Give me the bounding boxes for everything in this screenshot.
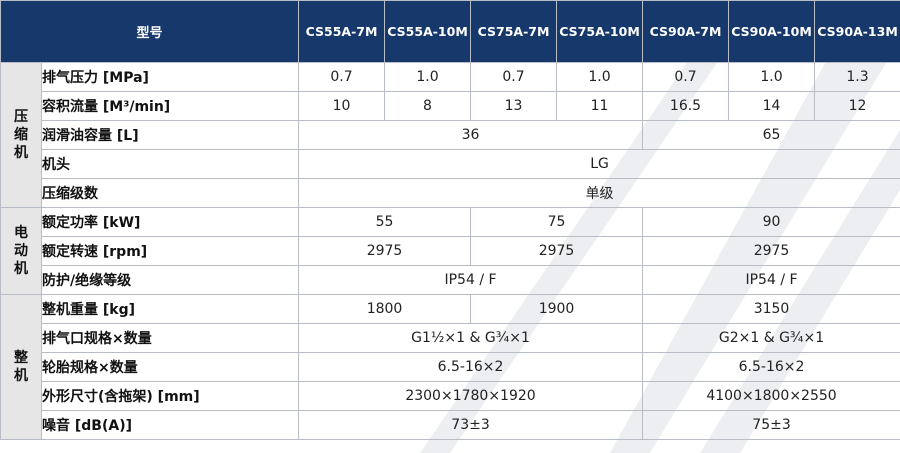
value-cell: 36 (298, 120, 644, 150)
value-cell: 16.5 (642, 91, 730, 121)
model-cs90a-13m: CS90A-13M (814, 0, 900, 63)
value-cell: 73±3 (298, 410, 644, 440)
row-dimensions: 外形尺寸(含拖架) [mm] 2300×1780×1920 4100×1800×… (1, 381, 900, 411)
row-rated-power: 电动机 额定功率 [kW] 55 75 90 (0, 207, 900, 295)
value-cell: 0.7 (298, 62, 386, 92)
label-exhaust-pressure: 排气压力 [MPa] (40, 62, 300, 92)
row-volume-flow: 容积流量 [M³/min] 10 8 13 11 16.5 14 12 (1, 91, 900, 121)
value-cell: 13 (470, 91, 558, 121)
value-cell: 3150 (642, 294, 900, 324)
value-cell: 6.5-16×2 (298, 352, 644, 382)
row-outlet: 排气口规格×数量 G1½×1 & G¾×1 G2×1 & G¾×1 (1, 323, 900, 353)
value-cell: 1.0 (556, 62, 644, 92)
model-cs75a-10m: CS75A-10M (556, 0, 644, 63)
label-rated-speed: 额定转速 [rpm] (40, 236, 300, 266)
row-tire: 轮胎规格×数量 6.5-16×2 6.5-16×2 (1, 352, 900, 382)
value-cell: 55 (298, 207, 472, 237)
value-cell: 1.0 (728, 62, 816, 92)
label-protection: 防护/绝缘等级 (40, 265, 300, 295)
value-cell: 0.7 (470, 62, 558, 92)
spec-table: 型号 CS55A-7M CS55A-10M CS75A-7M CS75A-10M… (0, 0, 900, 440)
model-cs90a-7m: CS90A-7M (642, 0, 730, 63)
label-weight: 整机重量 [kg] (40, 294, 300, 324)
row-protection: 防护/绝缘等级 IP54 / F IP54 / F (1, 265, 900, 295)
label-airend: 机头 (40, 149, 300, 179)
value-cell: 2300×1780×1920 (298, 381, 644, 411)
value-cell: 12 (814, 91, 900, 121)
value-cell: 0.7 (642, 62, 730, 92)
row-rated-speed: 额定转速 [rpm] 2975 2975 2975 (1, 236, 900, 266)
header-row: 型号 CS55A-7M CS55A-10M CS75A-7M CS75A-10M… (0, 0, 900, 63)
label-tire: 轮胎规格×数量 (40, 352, 300, 382)
value-cell: 2975 (470, 236, 644, 266)
row-airend: 机头 LG (1, 149, 900, 179)
value-cell: 1800 (298, 294, 472, 324)
row-exhaust-pressure: 压缩机 排气压力 [MPa] 0.7 1.0 0.7 1.0 0.7 1.0 1… (0, 62, 900, 208)
value-cell: G2×1 & G¾×1 (642, 323, 900, 353)
group-motor: 电动机 (0, 207, 42, 295)
value-cell: G1½×1 & G¾×1 (298, 323, 644, 353)
label-outlet: 排气口规格×数量 (40, 323, 300, 353)
label-rated-power: 额定功率 [kW] (40, 207, 300, 237)
value-cell: 2975 (642, 236, 900, 266)
value-cell: 75±3 (642, 410, 900, 440)
value-cell: 4100×1800×2550 (642, 381, 900, 411)
label-volume-flow: 容积流量 [M³/min] (40, 91, 300, 121)
model-header: 型号 (0, 0, 300, 63)
value-cell: 90 (642, 207, 900, 237)
row-weight: 整机 整机重量 [kg] 1800 1900 3150 (0, 294, 900, 440)
value-cell: 1.0 (384, 62, 472, 92)
value-cell: 14 (728, 91, 816, 121)
row-noise: 噪音 [dB(A)] 73±3 75±3 (1, 410, 900, 440)
label-stages: 压缩级数 (40, 178, 300, 208)
value-cell: 单级 (298, 178, 900, 208)
model-cs90a-10m: CS90A-10M (728, 0, 816, 63)
label-noise: 噪音 [dB(A)] (40, 410, 300, 440)
value-cell: 1900 (470, 294, 644, 324)
model-cs55a-10m: CS55A-10M (384, 0, 472, 63)
value-cell: 1.3 (814, 62, 900, 92)
label-oil-capacity: 润滑油容量 [L] (40, 120, 300, 150)
label-dimensions: 外形尺寸(含拖架) [mm] (40, 381, 300, 411)
group-unit: 整机 (0, 294, 42, 440)
value-cell: 10 (298, 91, 386, 121)
group-compressor: 压缩机 (0, 62, 42, 208)
value-cell: 6.5-16×2 (642, 352, 900, 382)
value-cell: 65 (642, 120, 900, 150)
row-stages: 压缩级数 单级 (1, 178, 900, 208)
value-cell: 11 (556, 91, 644, 121)
value-cell: 75 (470, 207, 644, 237)
model-cs55a-7m: CS55A-7M (298, 0, 386, 63)
value-cell: 8 (384, 91, 472, 121)
value-cell: 2975 (298, 236, 472, 266)
model-cs75a-7m: CS75A-7M (470, 0, 558, 63)
value-cell: IP54 / F (642, 265, 900, 295)
value-cell: IP54 / F (298, 265, 644, 295)
value-cell: LG (298, 149, 900, 179)
row-oil-capacity: 润滑油容量 [L] 36 65 (1, 120, 900, 150)
